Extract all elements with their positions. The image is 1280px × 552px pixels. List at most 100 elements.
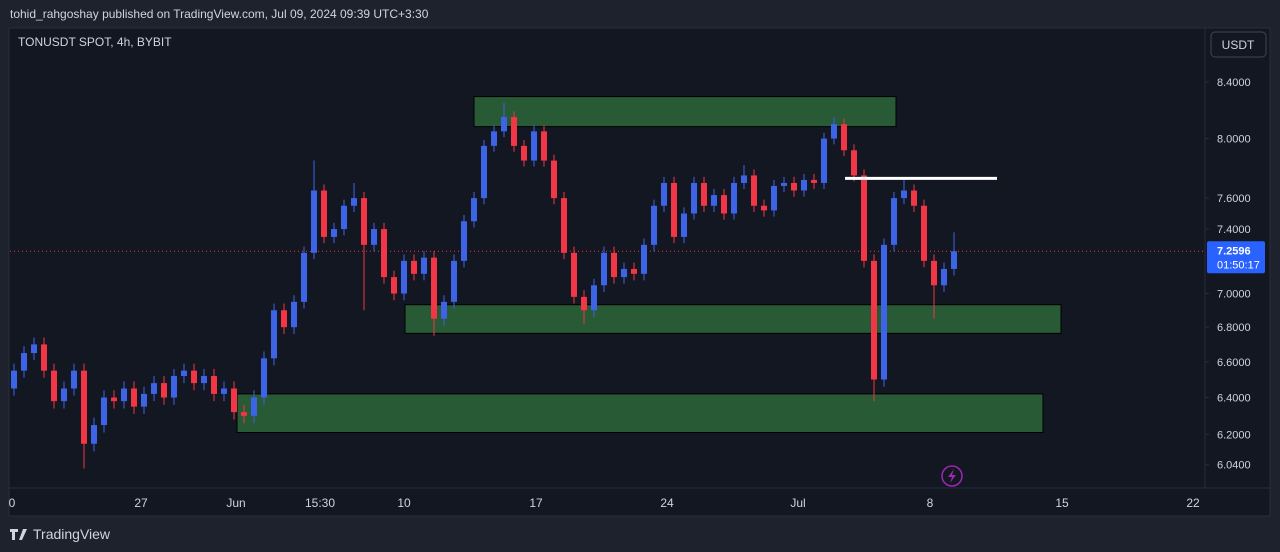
footer-brand: TradingView (33, 526, 111, 542)
y-tick-label: 6.8000 (1217, 322, 1251, 334)
candle-body (211, 375, 217, 394)
candle-body (581, 296, 587, 311)
candle-body (481, 145, 487, 199)
candle-body (591, 285, 597, 311)
candle-body (831, 124, 837, 139)
candle-body (11, 370, 17, 389)
candle-body (31, 344, 37, 354)
candle-body (471, 198, 477, 222)
candle-body (361, 198, 367, 245)
candle-body (881, 244, 887, 380)
lightning-bolt (948, 469, 956, 483)
candle-body (141, 393, 147, 407)
candle-body (621, 268, 627, 278)
candle-body (841, 124, 847, 151)
candle-body (241, 412, 247, 416)
candle-body (271, 310, 277, 359)
candle-body (711, 195, 717, 206)
candle-body (501, 117, 507, 132)
candle-body (101, 397, 107, 426)
publish-info: tohid_rahgoshay published on TradingView… (10, 7, 429, 21)
candle-body (771, 185, 777, 211)
candle-body (151, 383, 157, 394)
candle-body (511, 117, 517, 146)
candle-body (321, 190, 327, 237)
candle-body (741, 175, 747, 183)
candle-body (411, 260, 417, 274)
candle-body (171, 375, 177, 398)
candle-body (291, 301, 297, 328)
zone (404, 304, 1062, 334)
candle-body (441, 301, 447, 319)
y-tick-label: 6.4000 (1217, 393, 1251, 405)
y-tick-label: 8.0000 (1217, 134, 1251, 146)
candle-body (541, 131, 547, 161)
candle-body (851, 150, 857, 176)
candle-body (781, 182, 787, 186)
candle-body (451, 260, 457, 302)
candle-body (891, 198, 897, 245)
zone (236, 393, 1044, 434)
y-tick-label: 7.4000 (1217, 224, 1251, 236)
x-tick-label: 15 (1055, 496, 1069, 510)
candle-body (161, 383, 167, 398)
price-tag (1207, 241, 1265, 274)
candle-body (611, 252, 617, 278)
currency-button[interactable] (1210, 31, 1267, 58)
candle-body (651, 205, 657, 245)
candle-body (861, 175, 867, 261)
candle-body (531, 131, 537, 161)
candle-body (51, 370, 57, 402)
candle-body (931, 260, 937, 286)
x-tick-label: 8 (927, 496, 934, 510)
x-tick-label: 0 (9, 496, 16, 510)
candle-body (251, 397, 257, 416)
candle-body (791, 182, 797, 191)
candle-body (311, 190, 317, 253)
y-tick-label: 6.2000 (1217, 429, 1251, 441)
x-tick-label: Jun (226, 496, 245, 510)
lightning-icon[interactable] (941, 465, 963, 487)
candle-body (671, 182, 677, 237)
plot: 8.4000 8.0000 7.6000 7.4000 7.0000 6.8000 6.60… (9, 77, 1265, 510)
candle-body (561, 198, 567, 253)
candle-body (491, 131, 497, 146)
x-tick-label: 10 (397, 496, 411, 510)
candle-body (551, 160, 557, 199)
candle-body (91, 425, 97, 444)
candle-body (121, 388, 127, 402)
candle-body (231, 388, 237, 413)
footer-logo (10, 529, 27, 540)
symbol-title: TONUSDT SPOT, 4h, BYBIT (18, 35, 172, 49)
candle-body (401, 260, 407, 294)
candle-body (421, 257, 427, 274)
candle-body (81, 370, 87, 444)
candle-body (351, 198, 357, 206)
candle-body (261, 358, 267, 398)
candle-body (681, 213, 687, 237)
candle-body (131, 388, 137, 407)
candle-body (801, 179, 807, 191)
candle-body (821, 138, 827, 183)
candle-body (381, 229, 387, 278)
candle-body (901, 190, 907, 199)
logo-mark (10, 529, 27, 540)
y-tick-label: 6.0400 (1217, 460, 1251, 472)
candle-body (921, 205, 927, 261)
candle-body (61, 388, 67, 402)
candle-body (631, 268, 637, 274)
candle-body (301, 252, 307, 302)
x-tick-label: 15:30 (305, 496, 335, 510)
candle-body (391, 277, 397, 294)
candle-body (691, 182, 697, 214)
candle-body (41, 344, 47, 371)
y-tick-label: 7.6000 (1217, 193, 1251, 205)
x-tick-label: 27 (134, 496, 148, 510)
candle-body (431, 257, 437, 319)
candle-body (811, 179, 817, 183)
candle-body (71, 370, 77, 389)
price-tag-value: 7.2596 (1217, 245, 1251, 257)
price-tag-countdown: 01:50:17 (1217, 259, 1260, 271)
candle-body (371, 229, 377, 245)
